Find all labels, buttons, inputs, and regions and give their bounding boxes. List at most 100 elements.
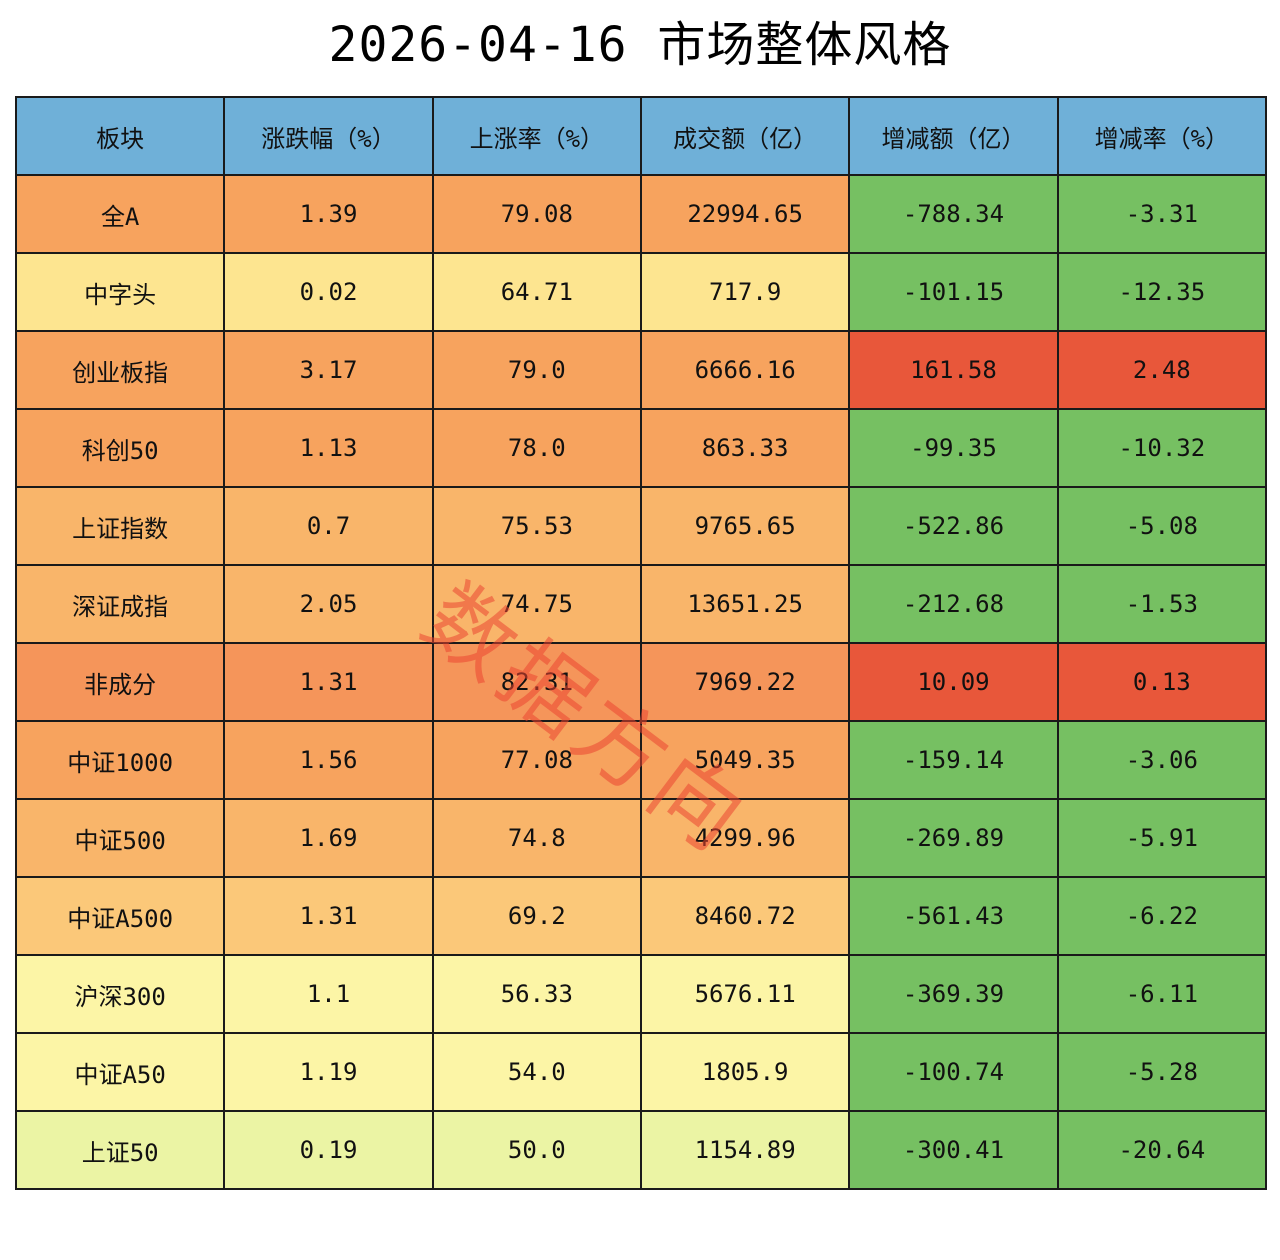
cell-up-ratio: 79.0 xyxy=(431,330,642,410)
cell-delta-amount: -561.43 xyxy=(848,876,1059,956)
cell-delta-pct: -6.22 xyxy=(1056,876,1268,956)
cell-turnover: 5049.35 xyxy=(639,720,851,800)
cell-delta-amount: -212.68 xyxy=(848,564,1059,644)
table-row: 中字头 0.02 64.71 717.9 -101.15 -12.35 xyxy=(14,252,1268,332)
cell-change-pct: 1.56 xyxy=(223,720,434,800)
cell-delta-pct: -5.91 xyxy=(1056,798,1268,878)
cell-sector: 科创50 xyxy=(14,408,226,488)
header-delta-pct: 增减率（%） xyxy=(1056,96,1268,176)
table-header-row: 板块 涨跌幅（%） 上涨率（%） 成交额（亿） 增减额（亿） 增减率（%） xyxy=(14,96,1268,176)
cell-delta-pct: 0.13 xyxy=(1056,642,1268,722)
header-delta-amount: 增减额（亿） xyxy=(848,96,1059,176)
cell-change-pct: 1.31 xyxy=(223,642,434,722)
table-row: 沪深300 1.1 56.33 5676.11 -369.39 -6.11 xyxy=(14,954,1268,1034)
cell-sector: 上证指数 xyxy=(14,486,226,566)
cell-change-pct: 2.05 xyxy=(223,564,434,644)
cell-up-ratio: 50.0 xyxy=(431,1110,642,1190)
cell-up-ratio: 74.8 xyxy=(431,798,642,878)
table-row: 上证50 0.19 50.0 1154.89 -300.41 -20.64 xyxy=(14,1110,1268,1190)
header-turnover: 成交额（亿） xyxy=(639,96,851,176)
cell-turnover: 717.9 xyxy=(639,252,851,332)
table-body: 全A 1.39 79.08 22994.65 -788.34 -3.31 中字头 0.02 64… xyxy=(14,174,1268,1190)
cell-turnover: 1154.89 xyxy=(639,1110,851,1190)
table-row: 上证指数 0.7 75.53 9765.65 -522.86 -5.08 xyxy=(14,486,1268,566)
cell-delta-pct: -5.08 xyxy=(1056,486,1268,566)
cell-sector: 中证1000 xyxy=(14,720,226,800)
cell-up-ratio: 78.0 xyxy=(431,408,642,488)
cell-change-pct: 0.19 xyxy=(223,1110,434,1190)
cell-turnover: 9765.65 xyxy=(639,486,851,566)
cell-sector: 创业板指 xyxy=(14,330,226,410)
cell-up-ratio: 77.08 xyxy=(431,720,642,800)
cell-up-ratio: 69.2 xyxy=(431,876,642,956)
cell-delta-amount: -300.41 xyxy=(848,1110,1059,1190)
cell-turnover: 8460.72 xyxy=(639,876,851,956)
cell-delta-amount: -99.35 xyxy=(848,408,1059,488)
cell-turnover: 6666.16 xyxy=(639,330,851,410)
cell-sector: 全A xyxy=(14,174,226,254)
table-row: 科创50 1.13 78.0 863.33 -99.35 -10.32 xyxy=(14,408,1268,488)
table-row: 中证A50 1.19 54.0 1805.9 -100.74 -5.28 xyxy=(14,1032,1268,1112)
table-row: 中证A500 1.31 69.2 8460.72 -561.43 -6.22 xyxy=(14,876,1268,956)
cell-sector: 非成分 xyxy=(14,642,226,722)
cell-delta-pct: -20.64 xyxy=(1056,1110,1268,1190)
cell-change-pct: 1.13 xyxy=(223,408,434,488)
cell-delta-amount: -269.89 xyxy=(848,798,1059,878)
cell-change-pct: 0.02 xyxy=(223,252,434,332)
cell-sector: 深证成指 xyxy=(14,564,226,644)
cell-delta-pct: -10.32 xyxy=(1056,408,1268,488)
cell-change-pct: 3.17 xyxy=(223,330,434,410)
table-row: 全A 1.39 79.08 22994.65 -788.34 -3.31 xyxy=(14,174,1268,254)
cell-sector: 中证500 xyxy=(14,798,226,878)
cell-delta-pct: -5.28 xyxy=(1056,1032,1268,1112)
cell-delta-amount: 161.58 xyxy=(848,330,1059,410)
cell-sector: 中证A500 xyxy=(14,876,226,956)
cell-turnover: 863.33 xyxy=(639,408,851,488)
cell-delta-pct: -1.53 xyxy=(1056,564,1268,644)
cell-up-ratio: 56.33 xyxy=(431,954,642,1034)
cell-delta-pct: -6.11 xyxy=(1056,954,1268,1034)
cell-change-pct: 0.7 xyxy=(223,486,434,566)
table-row: 深证成指 2.05 74.75 13651.25 -212.68 -1.53 xyxy=(14,564,1268,644)
header-sector: 板块 xyxy=(14,96,226,176)
header-up-ratio: 上涨率（%） xyxy=(431,96,642,176)
cell-delta-amount: -788.34 xyxy=(848,174,1059,254)
cell-change-pct: 1.39 xyxy=(223,174,434,254)
cell-delta-amount: -101.15 xyxy=(848,252,1059,332)
cell-delta-amount: 10.09 xyxy=(848,642,1059,722)
cell-turnover: 1805.9 xyxy=(639,1032,851,1112)
cell-change-pct: 1.19 xyxy=(223,1032,434,1112)
cell-delta-pct: -3.31 xyxy=(1056,174,1268,254)
cell-up-ratio: 74.75 xyxy=(431,564,642,644)
cell-delta-amount: -100.74 xyxy=(848,1032,1059,1112)
table-row: 中证1000 1.56 77.08 5049.35 -159.14 -3.06 xyxy=(14,720,1268,800)
cell-turnover: 4299.96 xyxy=(639,798,851,878)
cell-delta-pct: -3.06 xyxy=(1056,720,1268,800)
cell-change-pct: 1.31 xyxy=(223,876,434,956)
cell-up-ratio: 75.53 xyxy=(431,486,642,566)
cell-up-ratio: 54.0 xyxy=(431,1032,642,1112)
cell-sector: 沪深300 xyxy=(14,954,226,1034)
cell-turnover: 22994.65 xyxy=(639,174,851,254)
page-title: 2026-04-16 市场整体风格 xyxy=(328,17,952,73)
table-row: 非成分 1.31 82.31 7969.22 10.09 0.13 xyxy=(14,642,1268,722)
header-change-pct: 涨跌幅（%） xyxy=(223,96,434,176)
cell-turnover: 5676.11 xyxy=(639,954,851,1034)
cell-delta-pct: 2.48 xyxy=(1056,330,1268,410)
cell-sector: 中字头 xyxy=(14,252,226,332)
cell-sector: 上证50 xyxy=(14,1110,226,1190)
cell-delta-amount: -159.14 xyxy=(848,720,1059,800)
cell-up-ratio: 64.71 xyxy=(431,252,642,332)
cell-change-pct: 1.1 xyxy=(223,954,434,1034)
cell-turnover: 7969.22 xyxy=(639,642,851,722)
cell-delta-amount: -369.39 xyxy=(848,954,1059,1034)
cell-delta-amount: -522.86 xyxy=(848,486,1059,566)
cell-turnover: 13651.25 xyxy=(639,564,851,644)
market-style-table: 板块 涨跌幅（%） 上涨率（%） 成交额（亿） 增减额（亿） 增减率（%） 全A… xyxy=(14,96,1268,1190)
cell-delta-pct: -12.35 xyxy=(1056,252,1268,332)
table-row: 中证500 1.69 74.8 4299.96 -269.89 -5.91 xyxy=(14,798,1268,878)
table-row: 创业板指 3.17 79.0 6666.16 161.58 2.48 xyxy=(14,330,1268,410)
cell-up-ratio: 82.31 xyxy=(431,642,642,722)
cell-sector: 中证A50 xyxy=(14,1032,226,1112)
cell-up-ratio: 79.08 xyxy=(431,174,642,254)
